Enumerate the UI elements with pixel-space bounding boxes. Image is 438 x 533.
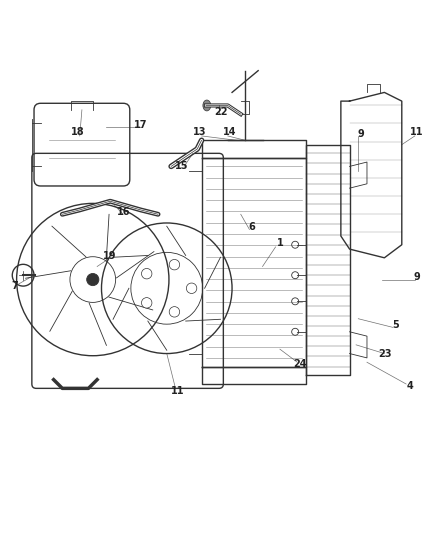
Text: 19: 19 (102, 251, 116, 261)
Text: 15: 15 (175, 161, 189, 172)
FancyArrowPatch shape (106, 214, 109, 260)
Text: 22: 22 (215, 107, 228, 117)
Text: 11: 11 (410, 127, 424, 138)
Text: 9: 9 (413, 272, 420, 282)
Ellipse shape (203, 100, 211, 111)
Text: 18: 18 (71, 127, 85, 138)
Text: 14: 14 (223, 127, 237, 138)
Text: 1: 1 (276, 238, 283, 247)
FancyArrowPatch shape (50, 291, 72, 332)
FancyArrowPatch shape (52, 226, 86, 257)
Text: 17: 17 (134, 120, 148, 130)
Text: 4: 4 (407, 381, 414, 391)
Text: 11: 11 (171, 385, 184, 395)
Text: 5: 5 (392, 320, 399, 330)
Text: 9: 9 (357, 129, 364, 139)
Text: 13: 13 (193, 127, 206, 138)
FancyArrowPatch shape (89, 303, 106, 345)
Text: 7: 7 (11, 281, 18, 291)
Text: 16: 16 (117, 207, 130, 217)
Circle shape (87, 273, 99, 286)
Text: 24: 24 (293, 359, 306, 369)
Circle shape (141, 297, 152, 308)
Circle shape (169, 260, 180, 270)
Text: 6: 6 (248, 222, 255, 232)
Circle shape (141, 269, 152, 279)
Circle shape (169, 306, 180, 317)
FancyArrowPatch shape (117, 252, 154, 278)
Circle shape (186, 283, 197, 294)
Text: 23: 23 (378, 349, 392, 359)
FancyArrowPatch shape (109, 297, 153, 310)
FancyArrowPatch shape (25, 271, 71, 278)
